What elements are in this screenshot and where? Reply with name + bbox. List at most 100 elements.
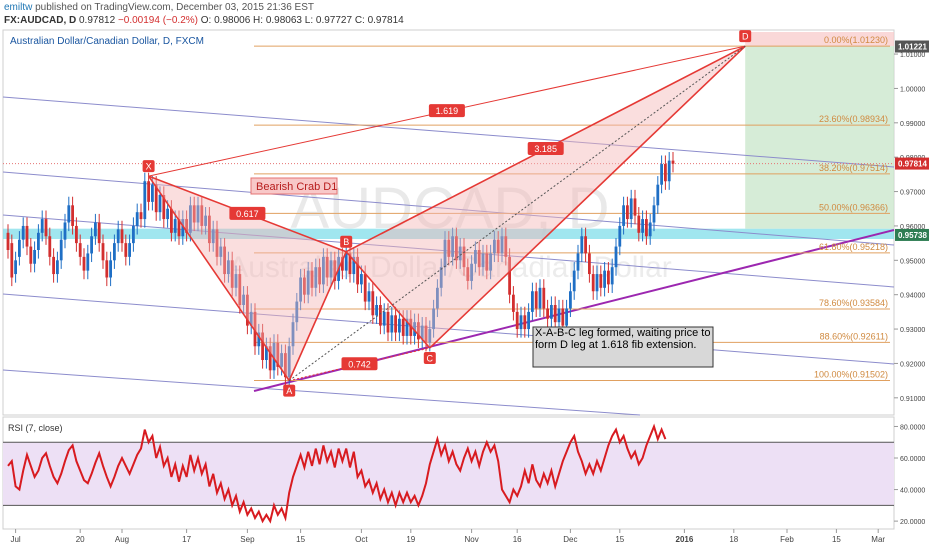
candle-body-22 bbox=[90, 236, 93, 254]
candle-body-36 bbox=[143, 181, 147, 220]
candle-body-60 bbox=[234, 274, 238, 288]
candle-body-65 bbox=[253, 311, 257, 347]
time-axis: Jul 20 Aug 17 Sep 15 Oct 19 Nov 16 Dec 15 2016 18 Feb 1… bbox=[10, 529, 885, 544]
candle-body-121 bbox=[466, 267, 470, 281]
low-value: L: 0.97727 bbox=[304, 15, 353, 26]
ratio-box-2 bbox=[428, 104, 465, 118]
candle-body-15 bbox=[63, 222, 67, 240]
candle-body-120 bbox=[462, 246, 466, 268]
candle-body-130 bbox=[500, 236, 504, 254]
candle-body-27 bbox=[109, 260, 112, 278]
fib-label-2: 38.20%(0.97514) bbox=[819, 163, 888, 173]
y-tick-label-7: 0.94000 bbox=[900, 293, 925, 300]
candle-body-46 bbox=[181, 219, 185, 237]
high-value: H: 0.98063 bbox=[253, 15, 302, 26]
candle-body-71 bbox=[276, 342, 280, 367]
fib-label-3: 50.00%(0.96366) bbox=[819, 202, 888, 212]
candle-body-55 bbox=[215, 229, 219, 257]
candle-body-59 bbox=[230, 260, 234, 288]
candle-body-167 bbox=[641, 219, 644, 233]
candle-body-111 bbox=[428, 329, 432, 343]
x-tick-label-11: 15 bbox=[615, 535, 624, 544]
rsi-band bbox=[3, 442, 894, 506]
candle-body-133 bbox=[512, 294, 515, 312]
y-tick-label-5: 0.96000 bbox=[900, 224, 925, 231]
price-tag-1: 0.97814 bbox=[898, 160, 927, 169]
candle-body-163 bbox=[626, 205, 629, 220]
pattern-leg-a-b bbox=[288, 251, 347, 381]
x-tick-label-15: 15 bbox=[832, 535, 841, 544]
point-label-text: X bbox=[146, 162, 152, 172]
author-link[interactable]: emiltw bbox=[4, 2, 33, 13]
point-label-text: C bbox=[427, 353, 434, 363]
candle-body-4 bbox=[21, 225, 25, 240]
candle-body-48 bbox=[189, 205, 192, 233]
y-tick-label-2: 0.99000 bbox=[900, 121, 925, 128]
candle-body-175 bbox=[671, 160, 675, 164]
rsi-tick-label-3: 20.0000 bbox=[900, 519, 925, 526]
candle-body-109 bbox=[420, 325, 424, 340]
point-label-d: D bbox=[739, 30, 752, 43]
point-label-bg bbox=[739, 30, 752, 43]
candle-body-53 bbox=[208, 215, 211, 244]
candle-body-103 bbox=[398, 318, 401, 333]
fib-label-5: 78.60%(0.93584) bbox=[819, 298, 888, 308]
candle-body-17 bbox=[71, 205, 74, 226]
x-tick-label-9: 16 bbox=[513, 535, 522, 544]
candle-body-115 bbox=[443, 239, 447, 268]
candle-body-35 bbox=[139, 212, 143, 220]
ratio-box-3 bbox=[527, 141, 564, 155]
rsi-line bbox=[7, 423, 667, 524]
x-tick-label-4: Sep bbox=[240, 535, 255, 544]
price-tag-bg-1 bbox=[895, 157, 929, 170]
candle-body-124 bbox=[477, 250, 481, 268]
ratio-text-1: 0.742 bbox=[348, 359, 371, 369]
price-tag-0: 1.01221 bbox=[898, 43, 927, 52]
x-tick-label-10: Dec bbox=[563, 535, 577, 544]
candle-body-54 bbox=[211, 229, 215, 244]
candle-body-24 bbox=[97, 222, 101, 244]
candle-body-158 bbox=[607, 270, 610, 285]
candle-body-144 bbox=[553, 305, 557, 323]
candle-body-147 bbox=[565, 308, 568, 326]
candle-body-142 bbox=[546, 308, 549, 319]
channel-line-2 bbox=[2, 171, 895, 246]
candle-body-81 bbox=[314, 267, 318, 288]
chart-title: Australian Dollar/Canadian Dollar, D, FX… bbox=[10, 36, 204, 47]
point-label-text: B bbox=[343, 237, 349, 247]
candle-body-134 bbox=[515, 311, 519, 330]
x-tick-label-3: 17 bbox=[182, 535, 191, 544]
rsi-axis: 80.0000 60.0000 40.0000 20.0000 bbox=[894, 424, 925, 526]
candle-body-118 bbox=[455, 236, 458, 261]
candle-body-42 bbox=[166, 208, 169, 220]
candle-body-47 bbox=[185, 219, 188, 233]
candle-body-68 bbox=[265, 346, 268, 360]
y-tick-label-6: 0.95000 bbox=[900, 258, 925, 265]
candle-body-49 bbox=[192, 205, 196, 223]
candle-body-85 bbox=[329, 260, 333, 278]
point-label-bg bbox=[283, 384, 296, 397]
candle-body-112 bbox=[432, 308, 435, 330]
pattern-leg-b-c bbox=[345, 251, 431, 349]
candle-body-52 bbox=[204, 215, 207, 226]
candle-body-43 bbox=[170, 208, 173, 233]
published-text: published on TradingView.com, December 0… bbox=[35, 2, 315, 13]
candle-body-105 bbox=[405, 318, 409, 336]
x-tick-label-0: Jul bbox=[10, 535, 20, 544]
candle-body-30 bbox=[120, 229, 124, 244]
candle-body-171 bbox=[656, 184, 660, 206]
x-tick-label-8: Nov bbox=[464, 535, 478, 544]
price-change: −0.00194 (−0.2%) bbox=[117, 15, 198, 26]
candle-body-146 bbox=[561, 308, 565, 326]
candle-body-6 bbox=[29, 246, 33, 264]
fib-label-6: 88.60%(0.92611) bbox=[820, 331, 888, 341]
candle-body-126 bbox=[485, 253, 489, 271]
candle-body-119 bbox=[458, 246, 462, 261]
candle-body-39 bbox=[154, 184, 158, 213]
candle-body-137 bbox=[527, 311, 530, 330]
candle-body-5 bbox=[25, 225, 29, 247]
candle-body-20 bbox=[82, 256, 86, 271]
candle-body-148 bbox=[569, 291, 572, 309]
point-label-text: A bbox=[286, 386, 292, 396]
